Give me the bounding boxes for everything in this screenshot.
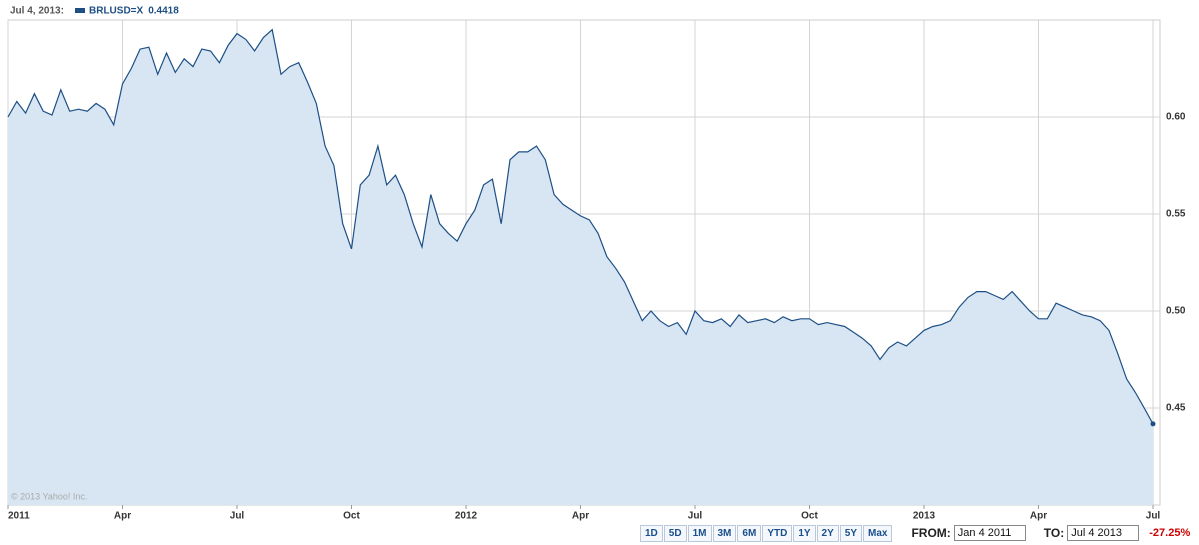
- range-button[interactable]: 6M: [737, 525, 762, 542]
- x-tick-label: 2012: [455, 511, 478, 522]
- plot: [7, 28, 1156, 505]
- legend-swatch: [75, 8, 85, 13]
- range-button[interactable]: 1M: [687, 525, 712, 542]
- to-input[interactable]: Jul 4 2013: [1067, 525, 1140, 541]
- x-tick-label: 2011: [8, 511, 30, 522]
- range-button[interactable]: 1D: [640, 525, 663, 542]
- y-tick-label: 0.55: [1166, 209, 1186, 220]
- controls: 1D 5D 1M 3M 6M YTD 1Y 2Y 5Y Max FROM: Jan 4 2011 …: [640, 524, 1190, 542]
- x-tick-label: Jul: [688, 511, 703, 522]
- area: [8, 29, 1153, 505]
- x-tick-label: Apr: [1030, 511, 1047, 522]
- from-input[interactable]: Jan 4 2011: [953, 525, 1026, 541]
- to-label: TO:: [1043, 526, 1065, 540]
- range-button[interactable]: 3M: [712, 525, 737, 542]
- range-button[interactable]: 5Y: [839, 525, 863, 542]
- range-button[interactable]: 1Y: [793, 525, 816, 542]
- x-tick-label: Jul: [1146, 511, 1161, 522]
- x-tick-label: Apr: [572, 511, 589, 522]
- line: [7, 28, 1154, 425]
- range-buttons: 1D 5D 1M 3M 6M YTD 1Y 2Y 5Y Max: [640, 525, 893, 542]
- y-tick-label: 0.50: [1166, 306, 1186, 317]
- x-tick-label: Apr: [114, 511, 131, 522]
- range-button[interactable]: 5D: [663, 525, 687, 542]
- x-tick-label: Jul: [230, 511, 245, 522]
- y-tick-label: 0.60: [1166, 112, 1186, 123]
- range-button[interactable]: 2Y: [816, 525, 839, 542]
- watermark: © 2013 Yahoo! Inc.: [11, 491, 87, 501]
- y-tick-label: 0.45: [1166, 403, 1186, 414]
- legend-value: 0.4418: [148, 6, 179, 17]
- x-tick-label: 2013: [913, 511, 936, 522]
- range-button[interactable]: YTD: [762, 525, 793, 542]
- x-tick-label: Oct: [343, 511, 360, 522]
- date-label: Jul 4, 2013:: [10, 6, 64, 17]
- last-point: [1150, 421, 1156, 427]
- change: -27.25%: [1149, 527, 1191, 539]
- range-button[interactable]: Max: [863, 525, 893, 542]
- x-tick-label: Oct: [801, 511, 818, 522]
- legend-name: BRLUSD=X: [89, 6, 144, 17]
- from-label: FROM:: [911, 526, 951, 540]
- chart: Jul 4, 2013: BRLUSD=X 0.4418 © 2013 Yaho…: [7, 6, 1186, 522]
